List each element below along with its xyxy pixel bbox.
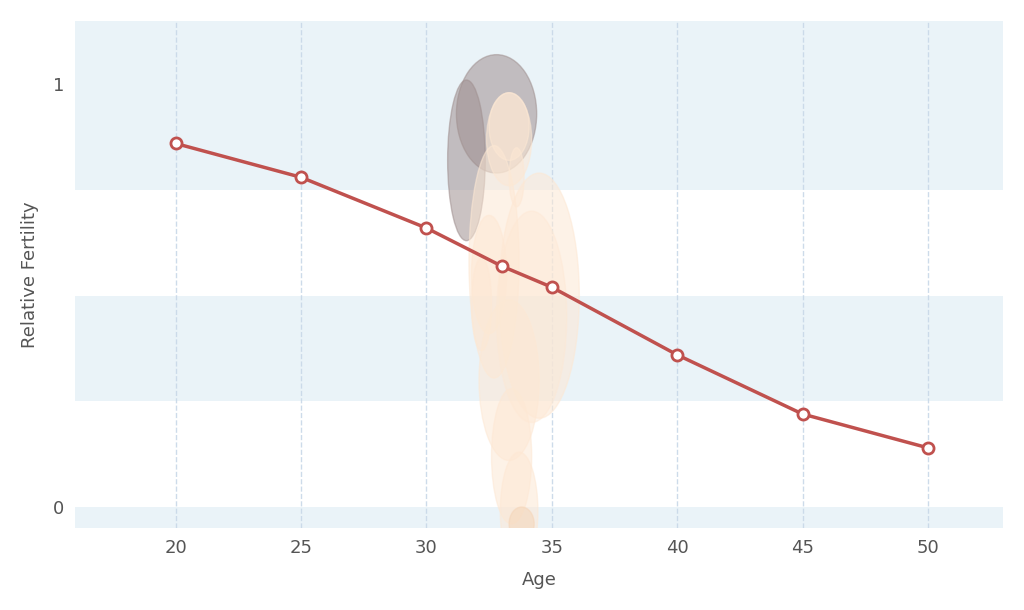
Ellipse shape — [509, 507, 535, 541]
Y-axis label: Relative Fertility: Relative Fertility — [20, 201, 39, 348]
Ellipse shape — [499, 173, 580, 418]
Ellipse shape — [479, 300, 540, 461]
Ellipse shape — [492, 389, 531, 524]
Ellipse shape — [497, 211, 566, 423]
Bar — [75, 401, 1004, 507]
Ellipse shape — [471, 215, 507, 334]
Ellipse shape — [457, 55, 537, 173]
Bar — [75, 507, 1004, 528]
Ellipse shape — [486, 93, 531, 185]
Ellipse shape — [489, 93, 529, 160]
Bar — [75, 21, 1004, 190]
Ellipse shape — [509, 148, 524, 207]
Ellipse shape — [501, 452, 538, 570]
Bar — [75, 296, 1004, 401]
Ellipse shape — [447, 80, 485, 241]
X-axis label: Age: Age — [522, 571, 557, 589]
Ellipse shape — [471, 257, 492, 351]
Ellipse shape — [469, 146, 519, 378]
Bar — [75, 190, 1004, 296]
